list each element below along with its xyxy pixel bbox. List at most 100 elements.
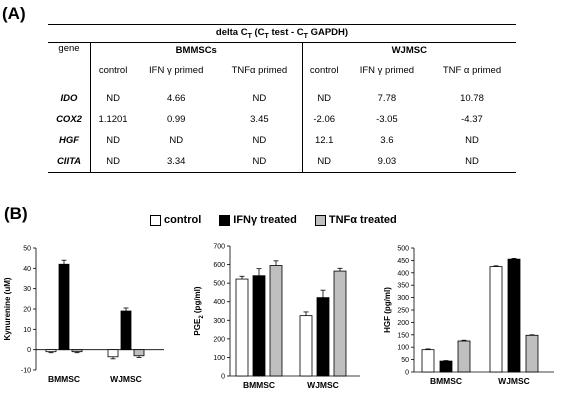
bar: [235, 278, 249, 377]
bar: [525, 334, 539, 373]
bar: [120, 310, 132, 351]
chart-legend: control IFNγ treated TNFα treated: [150, 214, 397, 226]
group-header-bmmscs: BMMSCs: [90, 42, 303, 58]
table-cell: ND: [217, 130, 303, 151]
subheader: IFN γ primed: [359, 64, 415, 76]
legend-label: control: [164, 214, 202, 226]
table-row: CIITA ND 3.34 ND ND 9.03 ND: [48, 151, 516, 173]
bar: [457, 340, 471, 373]
table-cell: 3.6: [380, 135, 394, 146]
y-tick-label: 0: [405, 370, 409, 377]
table-row: COX2 1.1201 0.99 3.45 -2.06 -3.05 -4.37: [48, 109, 516, 130]
bar: [58, 263, 70, 351]
legend-swatch: [314, 214, 326, 226]
subheader: control: [309, 64, 339, 76]
table-cell: 12.1: [314, 135, 334, 146]
table-cell: -4.37: [461, 114, 483, 125]
subheader-row: control IFN γ primed TNFα primed control…: [48, 58, 516, 82]
y-tick-label: 40: [23, 266, 31, 273]
bar: [439, 360, 453, 373]
y-tick-label: 150: [397, 332, 409, 339]
subheader: IFN γ primed: [149, 64, 204, 76]
y-tick-label: 10: [23, 327, 31, 334]
panel-a-label: (A): [2, 4, 26, 23]
table-cell: ND: [106, 93, 120, 104]
category-label: WJMSC: [307, 380, 339, 390]
row-gene: CIITA: [48, 151, 91, 173]
table-cell: -3.05: [376, 114, 398, 125]
bar: [299, 315, 313, 377]
y-tick-label: -10: [21, 368, 31, 375]
gene-header: gene: [48, 42, 91, 82]
table-row: IDO ND 4.66 ND ND 7.78 10.78: [48, 88, 516, 109]
y-tick-label: 400: [397, 270, 409, 277]
bar: [252, 275, 266, 377]
table-cell: ND: [169, 135, 184, 146]
table-cell: ND: [217, 151, 303, 173]
bar: [107, 349, 119, 358]
subheader: TNF α primed: [442, 64, 502, 76]
y-tick-label: 500: [213, 281, 225, 288]
bar: [333, 270, 347, 377]
legend-swatch: [150, 214, 161, 226]
y-tick-label: 0: [27, 347, 31, 354]
y-tick-label: 400: [213, 299, 225, 306]
table-cell: ND: [302, 151, 346, 173]
pge2-chart: 0 100 200 300 400 500 600 700 PGE2 (pg/ml) BMMSC W…: [190, 240, 365, 407]
bar: [71, 349, 83, 353]
bar: [507, 258, 521, 373]
y-tick-label: 50: [23, 246, 31, 253]
table-cell: ND: [317, 93, 332, 104]
table-cell: ND: [465, 135, 479, 146]
y-axis-label: HGF (pg/ml): [383, 287, 392, 333]
subheader: TNFα primed: [217, 58, 303, 82]
y-tick-label: 500: [397, 246, 409, 253]
bar: [489, 266, 503, 373]
category-label: BMMSC: [48, 374, 80, 384]
bar: [269, 265, 283, 377]
legend-label: TNFα treated: [328, 214, 397, 226]
gene-expression-table: delta CT (CT test - CT GAPDH) gene BMMSC…: [48, 24, 516, 173]
table-cell: ND: [427, 151, 516, 173]
category-label: WJMSC: [110, 374, 142, 384]
table-cell: ND: [90, 151, 136, 173]
table-cell: 0.99: [166, 114, 186, 125]
table-cell: 9.03: [345, 151, 428, 173]
table-cell: 3.34: [135, 151, 218, 173]
category-label: BMMSC: [243, 380, 275, 390]
kynurenine-chart: -10 0 10 20 30 40 50 Kynurenine (uM) BMMSC WJMSC: [0, 240, 175, 407]
y-tick-label: 100: [213, 355, 225, 362]
y-tick-label: 20: [23, 307, 31, 314]
y-tick-label: 0: [221, 374, 225, 381]
table-cell: 7.78: [377, 93, 397, 104]
legend-label: IFNγ treated: [233, 214, 297, 226]
table-cell: 4.66: [166, 93, 186, 104]
y-tick-label: 350: [397, 283, 409, 290]
y-tick-label: 450: [397, 258, 409, 265]
y-tick-label: 300: [213, 318, 225, 325]
y-tick-label: 30: [23, 286, 31, 293]
y-tick-label: 100: [397, 345, 409, 352]
y-tick-label: 300: [397, 295, 409, 302]
legend-entry: control: [150, 214, 201, 226]
y-tick-label: 200: [397, 320, 409, 327]
y-axis-label: PGE2 (pg/ml): [193, 286, 205, 335]
table-spacer: [48, 82, 516, 88]
y-tick-label: 600: [213, 262, 225, 269]
table-cell: -2.06: [313, 114, 336, 125]
hgf-chart: 0 50 100 150 200 250 300 350 400 450 500 HGF (pg/ml…: [380, 240, 562, 407]
y-tick-label: 700: [213, 244, 225, 251]
bar: [133, 349, 145, 357]
table-cell: ND: [217, 88, 303, 109]
legend-entry: TNFα treated: [314, 214, 397, 226]
table-cell: 10.78: [460, 93, 484, 104]
group-header-wjmsc: WJMSC: [391, 45, 427, 56]
category-label: WJMSC: [498, 376, 530, 386]
table-cell: 3.45: [217, 109, 303, 130]
y-axis-label: Kynurenine (uM): [3, 277, 12, 340]
row-gene: HGF: [48, 130, 91, 151]
legend-entry: IFNγ treated: [219, 214, 297, 226]
y-tick-label: 200: [213, 336, 225, 343]
table-cell: ND: [106, 135, 120, 146]
table-cell: 1.1201: [98, 114, 128, 125]
